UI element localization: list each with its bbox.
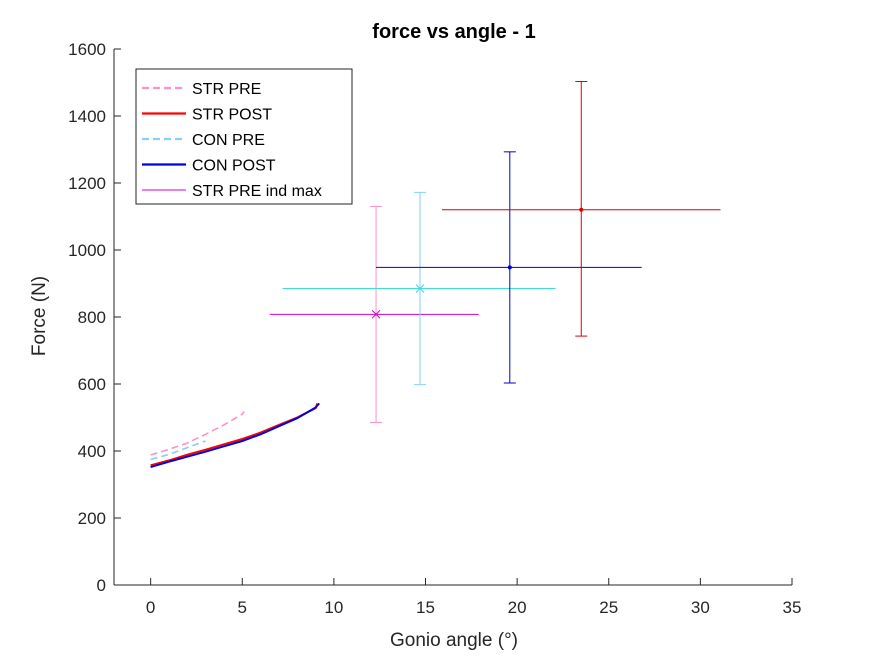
chart-title: force vs angle - 1 bbox=[372, 21, 535, 43]
x-tick-label: 5 bbox=[238, 598, 247, 617]
x-tick-label: 20 bbox=[508, 598, 527, 617]
x-tick-label: 25 bbox=[599, 598, 618, 617]
legend-label: CON POST bbox=[192, 158, 276, 175]
legend: STR PRE STR POST CON PRE CON POST STR PRE in… bbox=[135, 68, 353, 205]
y-tick-label: 0 bbox=[97, 576, 106, 595]
y-axis-title: Force (N) bbox=[29, 276, 50, 356]
x-tick-label: 35 bbox=[783, 598, 802, 617]
plot-area: 0 5 10 15 20 25 30 35 0 200 400 600 800 1000 1200 1400 1… bbox=[68, 40, 801, 617]
error-point-str-pre-ind-max-marker bbox=[371, 309, 381, 319]
series-line-con-pre bbox=[150, 440, 206, 461]
error-point-con-pre-marker bbox=[415, 284, 425, 293]
legend-label: CON PRE bbox=[192, 132, 265, 149]
x-axis-title: Gonio angle (°) bbox=[390, 630, 518, 651]
series-line-str-post bbox=[150, 403, 319, 467]
y-tick-label: 600 bbox=[78, 375, 106, 394]
x-tick-label: 10 bbox=[324, 598, 343, 617]
error-point-str-post-marker bbox=[579, 207, 584, 212]
x-tick-label: 0 bbox=[146, 598, 155, 617]
legend-box bbox=[135, 68, 353, 205]
series-line-str-pre bbox=[150, 411, 245, 456]
x-tick-label: 30 bbox=[691, 598, 710, 617]
series-line-con-post bbox=[150, 402, 320, 469]
legend-label: STR PRE ind max bbox=[192, 183, 322, 200]
y-tick-label: 1200 bbox=[68, 174, 106, 193]
x-tick-label: 15 bbox=[416, 598, 435, 617]
y-tick-label: 200 bbox=[78, 509, 106, 528]
legend-label: STR POST bbox=[192, 107, 272, 124]
y-tick-label: 1600 bbox=[68, 40, 106, 59]
error-point-con-post-marker bbox=[507, 265, 512, 270]
y-tick-label: 1400 bbox=[68, 107, 106, 126]
y-tick-label: 1000 bbox=[68, 241, 106, 260]
y-tick-label: 400 bbox=[78, 442, 106, 461]
y-tick-label: 800 bbox=[78, 308, 106, 327]
legend-label: STR PRE bbox=[192, 81, 261, 98]
